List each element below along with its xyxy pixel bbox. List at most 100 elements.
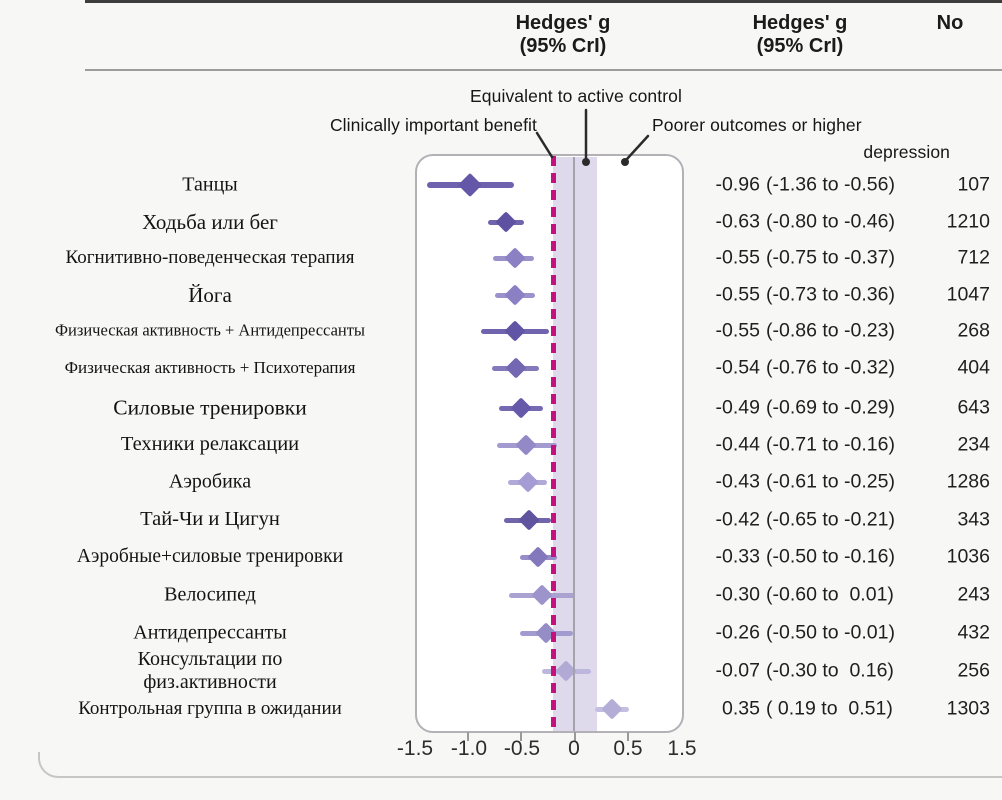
estimate-value: -0.55 bbox=[715, 319, 760, 342]
estimate-value: -0.07 bbox=[715, 659, 760, 682]
credible-interval-value: (-0.86 to -0.23) bbox=[766, 319, 895, 342]
zero-reference-line bbox=[573, 157, 575, 731]
sample-size-value: 107 bbox=[957, 173, 990, 196]
estimate-diamond-marker bbox=[516, 471, 539, 493]
estimate-value: -0.33 bbox=[715, 545, 760, 568]
sample-size-value: 268 bbox=[957, 319, 990, 342]
sample-size-value: 234 bbox=[957, 433, 990, 456]
forest-row-label: Контрольная группа в ожидании bbox=[78, 698, 342, 720]
annotation-benefit: Clinically important benefit bbox=[329, 115, 537, 135]
sample-size-value: 404 bbox=[957, 356, 990, 379]
estimate-diamond-marker bbox=[505, 357, 527, 379]
estimate-value: -0.54 bbox=[715, 356, 760, 379]
annotation-poorer-line2: depression bbox=[863, 142, 950, 162]
forest-row-label: Когнитивно-поведенческая терапия bbox=[65, 247, 355, 269]
credible-interval-value: (-0.73 to -0.36) bbox=[766, 283, 895, 306]
estimate-diamond-marker bbox=[518, 509, 540, 531]
credible-interval-value: (-0.50 to -0.16) bbox=[766, 545, 895, 568]
estimate-value: -0.55 bbox=[715, 246, 760, 269]
header-hedges-g-line1: Hedges' g bbox=[515, 12, 611, 34]
sample-size-value: 256 bbox=[957, 659, 990, 682]
sample-size-value: 243 bbox=[957, 583, 990, 606]
credible-interval-value: (-0.60 to 0.01) bbox=[766, 583, 894, 606]
bottom-frame-rule bbox=[38, 752, 1002, 778]
forest-row-label: Йога bbox=[188, 282, 232, 307]
forest-row-label: Аэробика bbox=[168, 470, 252, 493]
credible-interval-value: (-0.30 to 0.16) bbox=[766, 659, 894, 682]
axis-tick-mark bbox=[467, 732, 469, 741]
forest-row-label: Физическая активность + Антидепрессанты bbox=[54, 320, 366, 340]
top-rule bbox=[85, 0, 1002, 3]
header-cri-line2: (95% CrI) bbox=[756, 35, 844, 57]
sample-size-value: 1286 bbox=[946, 470, 990, 493]
sample-size-value: 343 bbox=[957, 508, 990, 531]
forest-row-label: Силовые тренировки bbox=[113, 395, 307, 420]
estimate-value: -0.55 bbox=[715, 283, 760, 306]
credible-interval-value: (-1.36 to -0.56) bbox=[766, 173, 895, 196]
estimate-diamond-marker bbox=[495, 211, 517, 233]
estimate-value: -0.42 bbox=[715, 508, 760, 531]
credible-interval-value: ( 0.19 to 0.51) bbox=[766, 697, 893, 720]
clinical-benefit-threshold-line bbox=[551, 156, 556, 732]
forest-row-label: Танцы bbox=[182, 173, 238, 196]
forest-row-label: Аэробные+силовые тренировки bbox=[76, 545, 344, 567]
credible-interval-value: (-0.75 to -0.37) bbox=[766, 246, 895, 269]
estimate-diamond-marker bbox=[503, 320, 526, 342]
axis-tick-mark bbox=[574, 732, 576, 741]
forest-row-label: Техники релаксации bbox=[120, 433, 300, 456]
axis-tick-label: 0 bbox=[568, 737, 580, 760]
credible-interval-value: (-0.65 to -0.21) bbox=[766, 508, 895, 531]
forest-row-label: Тай-Чи и Цигун bbox=[140, 508, 280, 531]
annotation-poorer-line1: Poorer outcomes or higher bbox=[652, 115, 862, 135]
estimate-value: -0.26 bbox=[715, 621, 760, 644]
header-hedges-g-plot: Hedges' g (95% CrI) bbox=[463, 12, 663, 58]
forest-row-label: Физическая активность + Психотерапия bbox=[64, 358, 356, 378]
forest-row-label: Велосипед bbox=[164, 583, 256, 606]
estimate-value: -0.96 bbox=[715, 173, 760, 196]
estimate-value: -0.43 bbox=[715, 470, 760, 493]
credible-interval-value: (-0.80 to -0.46) bbox=[766, 210, 895, 233]
axis-tick-label: 0.5 bbox=[613, 737, 643, 760]
axis-tick-label: -1.0 bbox=[450, 737, 488, 760]
estimate-value: -0.30 bbox=[715, 583, 760, 606]
credible-interval-value: (-0.69 to -0.29) bbox=[766, 396, 895, 419]
axis-tick-mark bbox=[520, 732, 522, 741]
estimate-value: -0.49 bbox=[715, 396, 760, 419]
credible-interval-value: (-0.50 to -0.01) bbox=[766, 621, 895, 644]
estimate-diamond-marker bbox=[515, 434, 538, 456]
estimate-diamond-marker bbox=[458, 172, 483, 198]
estimate-value: -0.44 bbox=[715, 433, 760, 456]
annotation-equivalent: Equivalent to active control bbox=[470, 86, 682, 106]
sample-size-value: 1210 bbox=[946, 210, 990, 233]
credible-interval-value: (-0.71 to -0.16) bbox=[766, 433, 895, 456]
forest-row-label: Ходьба или бег bbox=[142, 209, 278, 234]
estimate-value: 0.35 bbox=[722, 697, 760, 720]
axis-tick-mark bbox=[627, 732, 629, 741]
axis-tick-label: -0.5 bbox=[503, 737, 541, 760]
header-cri-line1: (95% CrI) bbox=[519, 35, 607, 57]
estimate-diamond-marker bbox=[527, 546, 549, 568]
estimate-diamond-marker bbox=[503, 284, 526, 306]
header-divider bbox=[85, 69, 1002, 71]
header-no-column: No bbox=[936, 12, 964, 34]
credible-interval-value: (-0.61 to -0.25) bbox=[766, 470, 895, 493]
forest-row-label: Консультации по физ.активности bbox=[137, 648, 283, 693]
estimate-value: -0.63 bbox=[715, 210, 760, 233]
estimate-diamond-marker bbox=[530, 584, 553, 606]
header-hedges-g-line2: Hedges' g bbox=[752, 12, 848, 34]
estimate-diamond-marker bbox=[601, 698, 623, 720]
sample-size-value: 1036 bbox=[946, 545, 990, 568]
axis-tick-label: 1.5 bbox=[667, 737, 697, 760]
estimate-diamond-marker bbox=[503, 247, 526, 269]
sample-size-value: 643 bbox=[957, 396, 990, 419]
sample-size-value: 432 bbox=[957, 621, 990, 644]
sample-size-value: 712 bbox=[957, 246, 990, 269]
estimate-diamond-marker bbox=[510, 397, 532, 419]
sample-size-value: 1303 bbox=[946, 697, 990, 720]
header-hedges-g-values: Hedges' g (95% CrI) bbox=[700, 12, 900, 58]
axis-tick-label: -1.5 bbox=[396, 737, 434, 760]
sample-size-value: 1047 bbox=[946, 283, 990, 306]
credible-interval-value: (-0.76 to -0.32) bbox=[766, 356, 895, 379]
